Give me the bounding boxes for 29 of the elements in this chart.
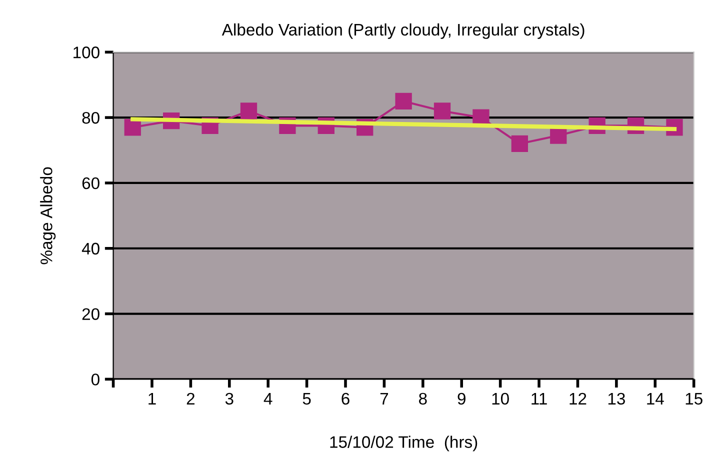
x-tick-label: 2 bbox=[186, 392, 194, 404]
x-tick-label: 9 bbox=[458, 392, 466, 405]
x-tick-label: 7 bbox=[380, 393, 388, 404]
x-tick-label: 14 bbox=[647, 393, 664, 404]
x-tick-label: 15 bbox=[686, 393, 702, 405]
x-tick-label: 12 bbox=[570, 392, 586, 404]
x-tick-label: 4 bbox=[264, 393, 272, 404]
y-tick-label: 20 bbox=[82, 308, 100, 320]
x-tick-label: 3 bbox=[225, 392, 234, 405]
x-tick-label: 13 bbox=[608, 392, 625, 405]
point bbox=[511, 135, 528, 152]
y-tick-label: 0 bbox=[91, 374, 100, 386]
x-tick-label: 1 bbox=[148, 393, 156, 404]
y-tick-label: 100 bbox=[74, 46, 100, 58]
y-tick-label: 80 bbox=[82, 112, 100, 124]
point bbox=[395, 92, 412, 110]
x-tick-label: 11 bbox=[532, 393, 547, 404]
point bbox=[550, 127, 567, 144]
x-tick-label: 10 bbox=[492, 392, 509, 405]
chart-title: Albedo Variation (Partly cloudy, Irregular crystals) bbox=[222, 23, 584, 39]
x-axis-title: 15/10/02 Time (hrs) bbox=[330, 436, 478, 452]
y-tick-label: 40 bbox=[82, 242, 100, 255]
x-tick-label: 5 bbox=[302, 393, 311, 405]
y-tick-label: 60 bbox=[82, 177, 100, 190]
x-tick-label: 6 bbox=[342, 392, 350, 405]
point bbox=[240, 102, 258, 120]
y-axis-title: %age Albedo bbox=[40, 167, 56, 264]
x-tick-label: 8 bbox=[419, 392, 427, 405]
point bbox=[434, 102, 451, 120]
